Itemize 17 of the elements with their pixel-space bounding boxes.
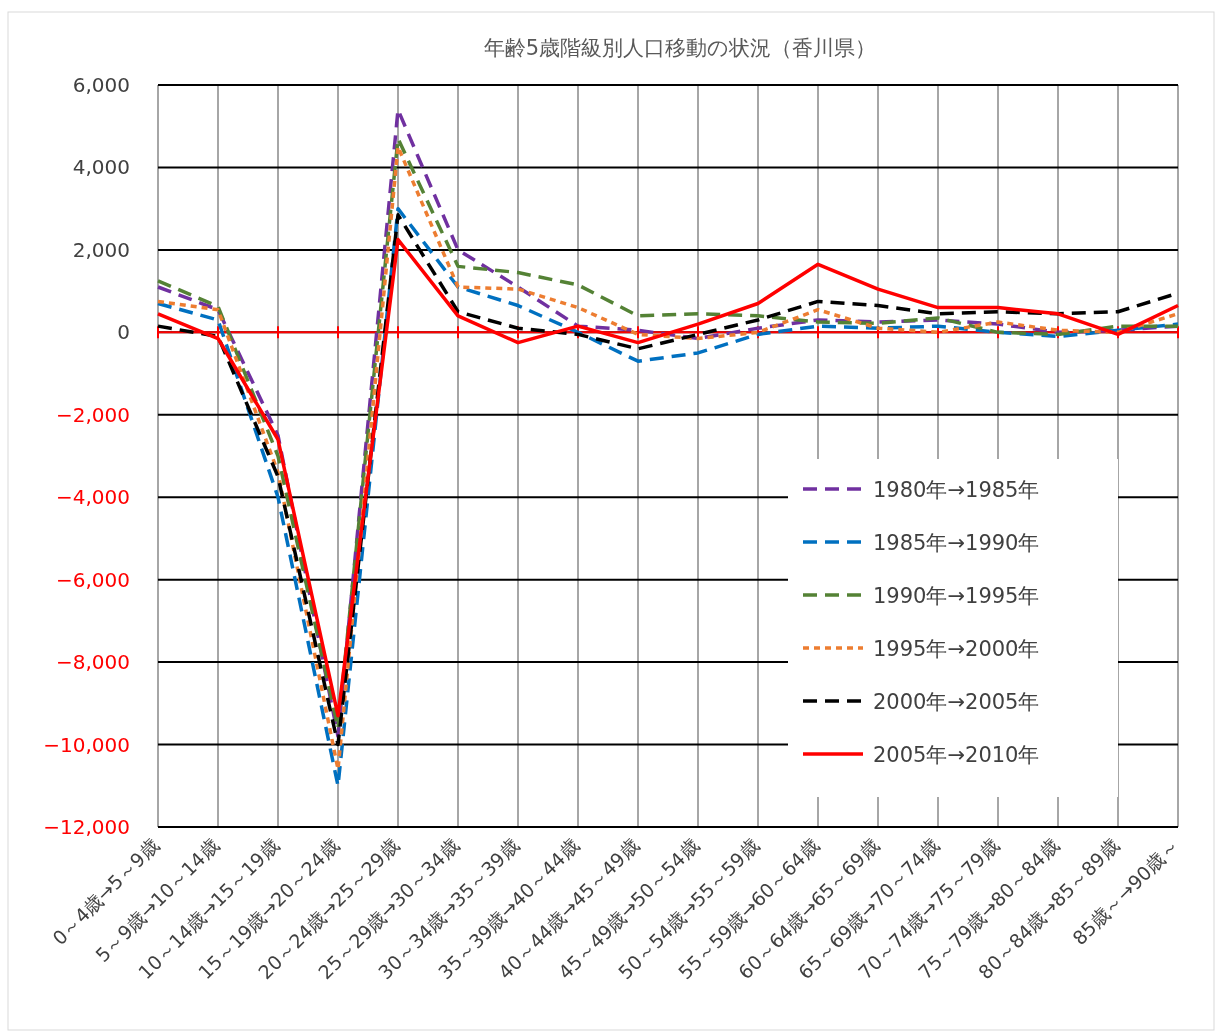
chart-title: 年齢5歳階級別人口移動の状況（香川県） [483,36,877,60]
legend-label: 1990年→1995年 [873,584,1040,608]
y-tick-label: 2,000 [72,237,130,262]
legend-label: 1980年→1985年 [873,478,1040,502]
y-tick-label: −8,000 [55,650,130,675]
legend-label: 1985年→1990年 [873,531,1040,555]
y-tick-label: −6,000 [55,567,130,592]
legend-label: 2005年→2010年 [873,743,1040,767]
y-tick-label: 0 [117,320,130,345]
y-tick-label: 4,000 [72,155,130,180]
legend-label: 1995年→2000年 [873,637,1040,661]
y-tick-label: −2,000 [55,402,130,427]
y-tick-label: −10,000 [43,732,130,757]
y-tick-label: −12,000 [43,815,130,839]
y-tick-label: 6,000 [72,73,130,97]
legend-label: 2000年→2005年 [873,690,1040,714]
y-tick-label: −4,000 [55,485,130,510]
